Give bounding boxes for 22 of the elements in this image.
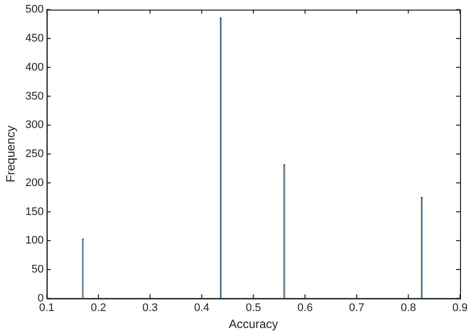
x-axis-title: Accuracy (228, 317, 278, 332)
x-tick-label: 0.4 (194, 302, 210, 314)
x-tick-label: 0.3 (142, 302, 158, 314)
y-tick-label: 250 (25, 148, 44, 160)
x-tick-label: 0.1 (39, 302, 54, 314)
y-tick-label: 400 (25, 61, 44, 74)
x-tick-label: 0.5 (246, 302, 262, 314)
y-tick-label: 100 (25, 234, 44, 247)
y-axis-title: Frequency (4, 126, 18, 182)
y-tick-label: 350 (25, 90, 44, 102)
y-tick-label: 450 (25, 32, 44, 45)
y-tick-label: 0 (38, 292, 44, 304)
y-tick-label: 50 (32, 264, 44, 276)
y-tick-label: 150 (25, 206, 44, 218)
x-tick-label: 0.2 (90, 302, 106, 314)
y-tick-label: 300 (25, 119, 44, 132)
y-tick-label: 500 (25, 4, 44, 16)
x-tick-label: 0.6 (297, 302, 313, 314)
x-tick-label: 0.9 (452, 302, 468, 314)
y-tick-label: 200 (25, 176, 44, 189)
x-tick-label: 0.7 (349, 302, 364, 314)
x-tick-label: 0.8 (400, 302, 416, 314)
